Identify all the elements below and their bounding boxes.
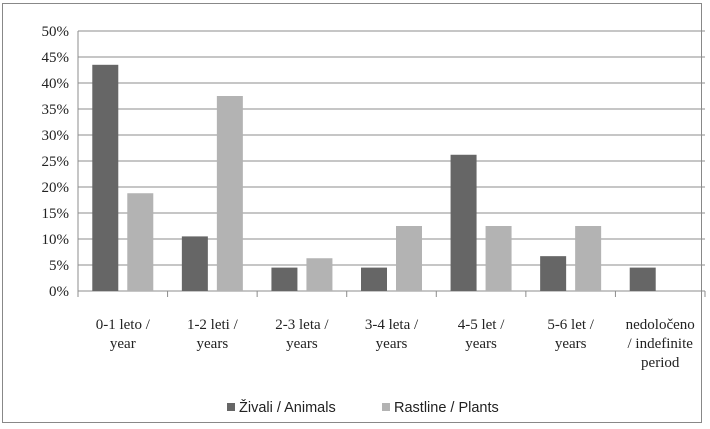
bar-animals: [92, 64, 119, 291]
y-tick-label: 5%: [49, 258, 69, 274]
x-tick-label: years: [286, 336, 318, 352]
legend-label: Rastline / Plants: [394, 400, 499, 416]
bar-animals: [181, 236, 208, 291]
x-tick-label: / indefinite: [628, 336, 694, 352]
y-tick-label: 0%: [49, 284, 69, 300]
bar-animals: [271, 267, 298, 291]
bar-plants: [396, 226, 422, 291]
bar-plants: [127, 193, 154, 291]
y-tick-label: 35%: [42, 102, 70, 118]
legend-swatch: [382, 403, 390, 411]
x-tick-label: 1-2 leti /: [187, 317, 239, 333]
y-tick-label: 25%: [42, 154, 70, 170]
x-tick-label: years: [555, 336, 587, 352]
x-tick-label: 5-6 let /: [547, 317, 594, 333]
x-tick-label: 2-3 leta /: [275, 317, 329, 333]
x-tick-label: years: [376, 336, 408, 352]
bar-animals: [540, 256, 567, 291]
legend-label: Živali / Animals: [239, 399, 336, 416]
y-tick-label: 45%: [42, 50, 70, 66]
x-tick-label: years: [465, 336, 497, 352]
y-tick-label: 20%: [42, 180, 70, 196]
bar-plants: [575, 226, 602, 291]
legend-swatch: [227, 403, 235, 411]
x-tick-label: nedoločeno: [626, 317, 695, 333]
x-tick-label: 0-1 leto /: [96, 317, 151, 333]
x-tick-label: years: [197, 336, 229, 352]
x-tick-label: 4-5 let /: [458, 317, 505, 333]
y-tick-label: 40%: [42, 76, 70, 92]
bar-animals: [361, 267, 387, 291]
x-tick-label: year: [110, 336, 136, 352]
y-tick-label: 30%: [42, 128, 70, 144]
bar-plants: [485, 226, 512, 291]
y-tick-label: 50%: [42, 24, 70, 40]
x-tick-label: 3-4 leta /: [365, 317, 419, 333]
y-tick-label: 10%: [42, 232, 70, 248]
y-tick-label: 15%: [42, 206, 70, 222]
bar-animals: [450, 154, 477, 291]
bar-plants: [306, 258, 333, 291]
bar-plants: [216, 96, 243, 291]
bar-animals: [629, 267, 656, 291]
x-tick-label: period: [641, 355, 680, 371]
